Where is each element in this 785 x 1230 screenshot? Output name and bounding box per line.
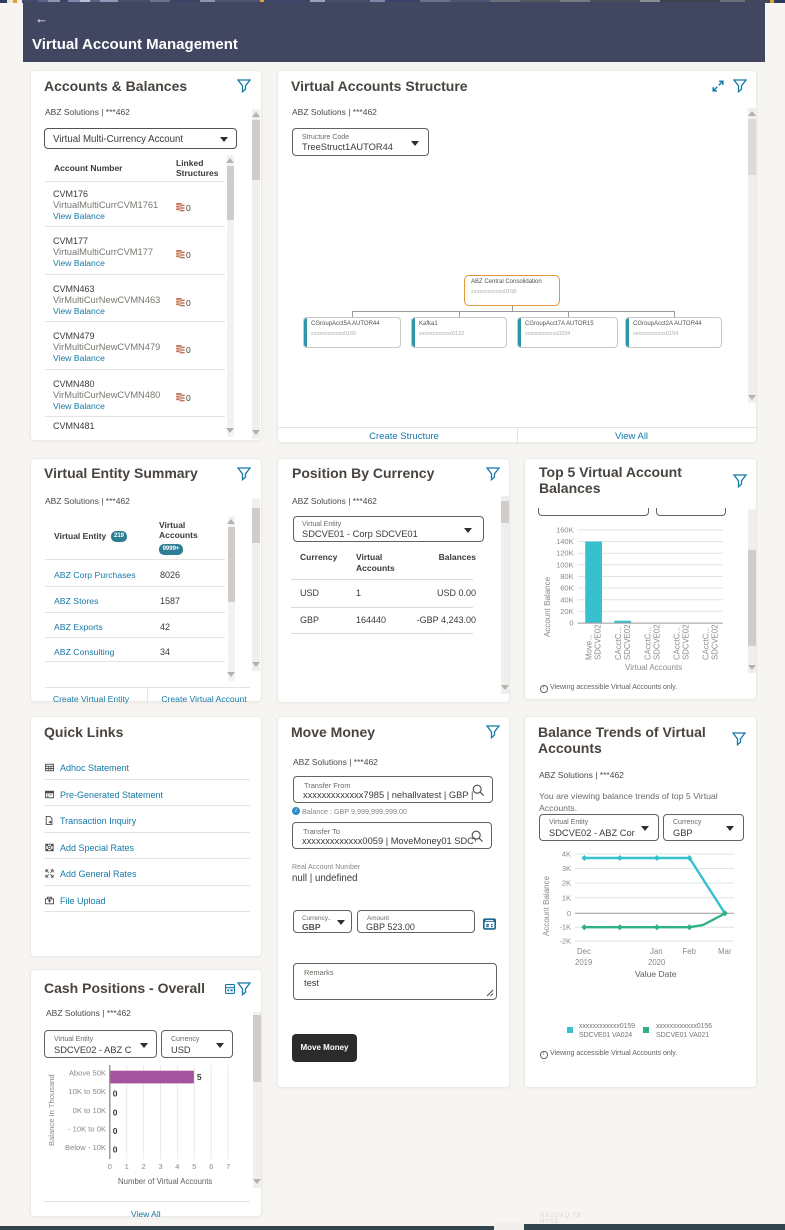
svg-text:5: 5 <box>192 1162 196 1171</box>
svg-text:Balance In Thousand: Balance In Thousand <box>47 1074 56 1146</box>
svg-text:6: 6 <box>209 1162 213 1171</box>
svg-text:Move...: Move... <box>585 634 594 660</box>
svg-text:CAcctC...: CAcctC... <box>614 627 623 660</box>
svg-text:1: 1 <box>125 1162 129 1171</box>
svg-text:-1K: -1K <box>559 923 571 932</box>
svg-text:2019: 2019 <box>575 958 592 967</box>
svg-text:100K: 100K <box>556 560 574 569</box>
svg-text:160K: 160K <box>556 525 574 534</box>
svg-text:SDCVE02: SDCVE02 <box>594 624 603 660</box>
svg-text:CAcctC...: CAcctC... <box>644 627 653 660</box>
svg-text:0: 0 <box>567 909 571 918</box>
svg-text:Mar: Mar <box>718 947 732 956</box>
svg-text:Account Balance: Account Balance <box>543 576 552 637</box>
svg-text:Account Balance: Account Balance <box>542 875 551 936</box>
svg-text:SDCVE02: SDCVE02 <box>682 624 691 660</box>
svg-text:- 10K to 0K: - 10K to 0K <box>68 1125 106 1134</box>
svg-text:3: 3 <box>158 1162 162 1171</box>
svg-text:SDCVE02: SDCVE02 <box>653 624 662 660</box>
svg-text:0: 0 <box>113 1107 118 1117</box>
svg-text:0: 0 <box>113 1144 118 1154</box>
svg-text:120K: 120K <box>556 549 574 558</box>
svg-text:10K to 50K: 10K to 50K <box>68 1087 106 1096</box>
svg-text:2: 2 <box>141 1162 145 1171</box>
svg-text:Jan: Jan <box>650 947 663 956</box>
svg-text:Above 50K: Above 50K <box>69 1069 106 1078</box>
svg-text:140K: 140K <box>556 537 574 546</box>
svg-text:0: 0 <box>108 1162 112 1171</box>
svg-text:CAcctC...: CAcctC... <box>702 627 711 660</box>
svg-text:60K: 60K <box>560 584 573 593</box>
svg-text:Value Date: Value Date <box>635 969 677 979</box>
svg-text:1K: 1K <box>562 893 571 902</box>
svg-text:0: 0 <box>113 1089 118 1099</box>
svg-text:40K: 40K <box>560 595 573 604</box>
svg-text:5: 5 <box>197 1072 202 1082</box>
svg-text:Feb: Feb <box>683 947 697 956</box>
svg-text:4: 4 <box>175 1162 179 1171</box>
svg-text:3K: 3K <box>562 864 571 873</box>
svg-text:2020: 2020 <box>648 958 666 967</box>
svg-text:80K: 80K <box>560 572 573 581</box>
svg-text:20K: 20K <box>560 607 573 616</box>
svg-text:Dec: Dec <box>577 947 591 956</box>
svg-text:2K: 2K <box>562 879 571 888</box>
svg-text:0: 0 <box>113 1126 118 1136</box>
svg-text:-2K: -2K <box>559 937 571 946</box>
svg-text:SDCVE02: SDCVE02 <box>623 624 632 660</box>
svg-text:Number of Virtual Accounts: Number of Virtual Accounts <box>118 1177 212 1186</box>
svg-text:SDCVE02: SDCVE02 <box>711 624 720 660</box>
svg-text:7: 7 <box>226 1162 230 1171</box>
svg-text:0K to 10K: 0K to 10K <box>73 1106 106 1115</box>
svg-text:Below - 10K: Below - 10K <box>65 1143 106 1152</box>
svg-text:4K: 4K <box>562 850 571 859</box>
svg-text:CAcctC...: CAcctC... <box>673 627 682 660</box>
svg-text:0: 0 <box>569 619 573 628</box>
